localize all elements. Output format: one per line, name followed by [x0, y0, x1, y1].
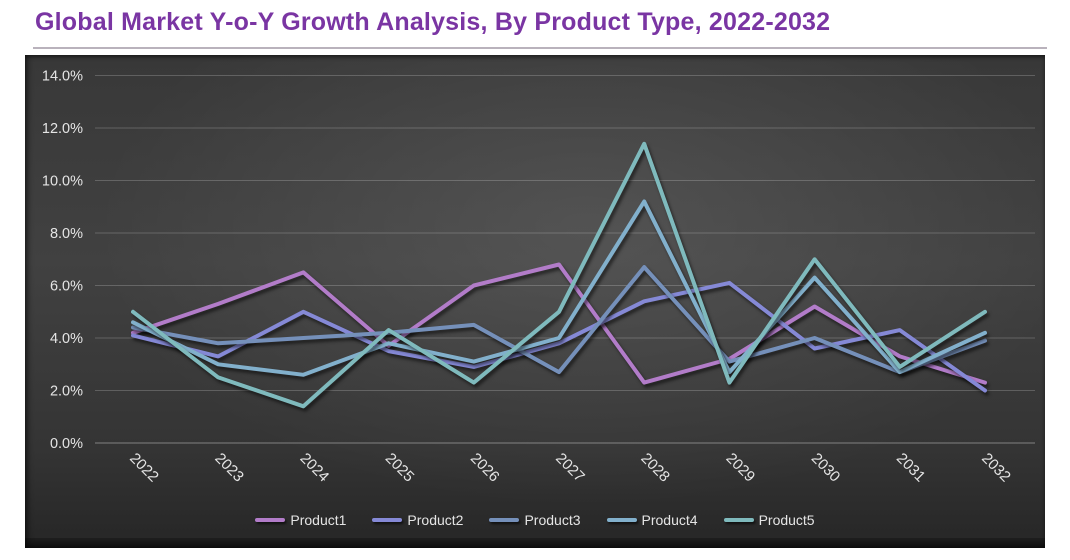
x-tick-label: 2026	[467, 450, 503, 486]
series-line-product1	[131, 262, 987, 385]
legend-item-product4: Product4	[606, 512, 698, 528]
y-tick-label: 0.0%	[50, 436, 83, 452]
legend-label: Product1	[290, 512, 347, 528]
x-tick-label: 2029	[723, 450, 759, 486]
series-line-product2	[131, 280, 987, 393]
y-tick-label: 8.0%	[50, 226, 83, 242]
chart-area: 14.0% 12.0% 10.0% 8.0% 6.0% 4.0% 2.0% 0.0% 2022 2…	[25, 55, 1045, 548]
x-tick-label: 2028	[637, 450, 673, 486]
legend-item-product3: Product3	[489, 512, 581, 528]
legend-swatch-icon	[255, 518, 286, 522]
x-tick-label: 2032	[978, 450, 1014, 486]
y-tick-label: 6.0%	[50, 279, 83, 295]
x-tick-label: 2031	[893, 450, 929, 486]
x-tick-label: 2030	[808, 450, 844, 486]
legend: Product1 Product2 Product3 Product4 Product5	[25, 507, 1045, 533]
legend-swatch-icon	[723, 518, 754, 522]
legend-item-product1: Product1	[255, 512, 346, 528]
series-line-product5	[131, 141, 987, 409]
x-tick-label: 2022	[126, 450, 162, 486]
chart-floor-shadow	[25, 538, 1045, 548]
x-tick-label: 2025	[382, 450, 418, 486]
x-tick-label: 2023	[211, 450, 247, 486]
y-tick-label: 2.0%	[50, 384, 83, 400]
y-tick-label: 4.0%	[50, 331, 83, 347]
legend-swatch-icon	[489, 518, 520, 522]
series-line-product3	[131, 265, 987, 375]
y-tick-label: 12.0%	[42, 121, 83, 137]
y-tick-label: 14.0%	[42, 69, 83, 85]
legend-swatch-icon	[372, 518, 403, 522]
legend-item-product5: Product5	[723, 512, 815, 528]
legend-swatch-icon	[606, 518, 637, 522]
legend-label: Product3	[524, 512, 581, 528]
y-tick-label: 10.0%	[42, 174, 83, 190]
x-tick-label: 2027	[552, 450, 588, 486]
legend-label: Product5	[758, 512, 815, 528]
x-tick-label: 2024	[297, 450, 333, 486]
legend-label: Product2	[407, 512, 464, 528]
legend-label: Product4	[641, 512, 698, 528]
title-underline	[33, 47, 1047, 49]
chart-canvas: 14.0% 12.0% 10.0% 8.0% 6.0% 4.0% 2.0% 0.0% 2022 2…	[42, 69, 1035, 486]
legend-item-product2: Product2	[372, 512, 463, 528]
series-line-product4	[131, 199, 987, 377]
chart-title: Global Market Y-o-Y Growth Analysis, By …	[35, 8, 831, 36]
